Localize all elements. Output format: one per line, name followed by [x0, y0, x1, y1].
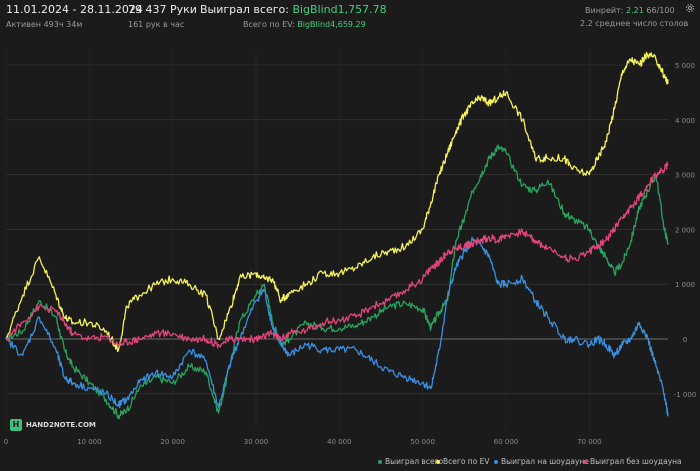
legend-swatch	[583, 460, 587, 464]
legend-label: Выиграл на шоудауне	[501, 457, 589, 466]
legend-item[interactable]: Выиграл на шоудауне	[494, 457, 589, 466]
winrate: Винрейт: 2.21 66/100	[585, 6, 675, 15]
x-tick-label: 20 000	[160, 438, 185, 446]
x-tick-label: 50 000	[410, 438, 435, 446]
won-total: Выиграл всего: BigBlind1,757.78	[200, 3, 387, 16]
y-tick-label: -1 000	[674, 391, 697, 399]
winrate-value: 2.21	[626, 6, 644, 15]
legend-item[interactable]: Выиграл без шоудауна	[583, 457, 682, 466]
x-tick-label: 70 000	[577, 438, 602, 446]
y-tick-label: 4 000	[675, 117, 695, 125]
winrate-label: Винрейт:	[585, 6, 624, 15]
date-range: 11.01.2024 - 28.11.2024	[6, 3, 143, 16]
won-total-label: Выиграл всего:	[200, 3, 289, 16]
hands-count: 79 437 Руки	[128, 3, 197, 16]
gear-icon[interactable]	[684, 2, 696, 14]
chart-grid	[5, 50, 668, 430]
won-total-value: BigBlind1,757.78	[292, 3, 387, 16]
series-line	[5, 161, 669, 349]
avg-tables: 2.2 среднее число столов	[580, 19, 689, 28]
ev-total-label: Всего по EV:	[243, 20, 295, 29]
legend-label: Выиграл всего	[385, 457, 444, 466]
legend-label: Выиграл без шоудауна	[590, 457, 682, 466]
ev-total-value: BigBlind4,659.29	[297, 20, 366, 29]
y-tick-label: 0	[683, 336, 687, 344]
legend-label: Всего по EV	[443, 457, 490, 466]
x-tick-label: 10 000	[77, 438, 102, 446]
x-tick-label: 60 000	[494, 438, 519, 446]
series-line	[5, 236, 669, 417]
x-tick-label: 40 000	[327, 438, 352, 446]
series-lines	[5, 51, 669, 420]
legend-item[interactable]: Выиграл всего	[378, 457, 443, 466]
legend-swatch	[378, 460, 382, 464]
legend-item[interactable]: Всего по EV	[436, 457, 490, 466]
ev-total: Всего по EV: BigBlind4,659.29	[243, 20, 366, 29]
y-tick-label: 2 000	[675, 226, 695, 234]
x-axis-ticks: 0 10 000 20 000 30 000 40 000 50 000 60 000 70 …	[4, 438, 602, 446]
winrate-extra: 66/100	[646, 6, 675, 15]
hands-per-hour: 161 рук в час	[128, 20, 185, 29]
legend-swatch	[494, 460, 498, 464]
logo-text: HAND2NOTE.COM	[26, 421, 96, 429]
x-tick-label: 30 000	[244, 438, 269, 446]
series-line	[5, 144, 669, 420]
legend-swatch	[436, 460, 440, 464]
logo-mark: H	[10, 419, 22, 431]
series-line	[5, 51, 669, 353]
hand2note-logo: H HAND2NOTE.COM	[10, 419, 96, 431]
y-tick-label: 3 000	[675, 172, 695, 180]
y-axis-ticks: 5 000 4 000 3 000 2 000 1 000 0 -1 000	[674, 62, 697, 399]
x-tick-label: 0	[4, 438, 8, 446]
y-tick-label: 5 000	[675, 62, 695, 70]
active-time: Активен 493ч 34м	[6, 20, 83, 29]
y-tick-label: 1 000	[675, 281, 695, 289]
